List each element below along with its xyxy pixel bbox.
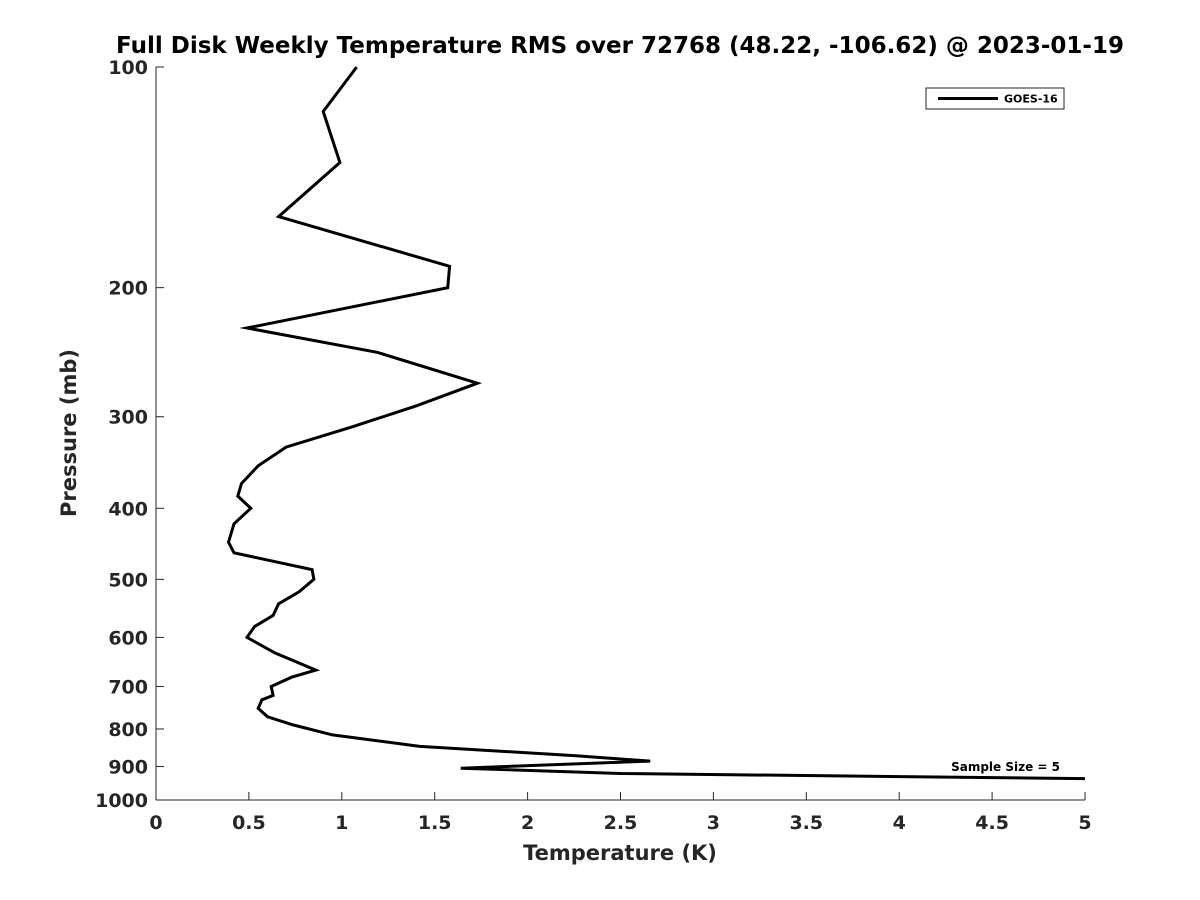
legend-label-goes-16: GOES-16 [1004,93,1058,106]
y-tick-label: 1000 [95,790,148,812]
x-axis-ticks: 0 0.5 1 1.5 2 2.5 3 3.5 4 4.5 5 [149,792,1092,834]
x-tick-label: 1 [335,812,348,834]
chart-title: Full Disk Weekly Temperature RMS over 72… [116,33,1124,59]
y-tick-label: 800 [108,719,148,741]
y-tick-label: 900 [108,756,148,778]
y-tick-label: 500 [108,569,148,591]
series-line-goes-16 [226,66,1086,781]
x-tick-label: 2.5 [604,812,638,834]
x-tick-label: 4 [893,812,906,834]
y-axis-ticks: 100 200 300 400 500 600 700 800 900 1000 [95,57,164,812]
x-tick-label: 3 [707,812,720,834]
x-tick-label: 0 [149,812,162,834]
y-tick-label: 200 [108,278,148,300]
series-layer [226,66,1086,781]
sample-size-annotation: Sample Size = 5 [951,760,1060,774]
x-tick-label: 1.5 [418,812,452,834]
x-tick-label: 0.5 [232,812,266,834]
legend: GOES-16 [925,87,1065,110]
y-axis-label: Pressure (mb) [57,349,81,517]
x-tick-label: 4.5 [975,812,1009,834]
x-tick-label: 5 [1078,812,1091,834]
x-tick-label: 2 [521,812,534,834]
x-axis-label: Temperature (K) [523,841,717,865]
x-tick-label: 3.5 [789,812,823,834]
y-tick-label: 700 [108,676,148,698]
y-tick-label: 600 [108,627,148,649]
y-tick-label: 300 [108,407,148,429]
y-tick-label: 400 [108,498,148,520]
y-tick-label: 100 [108,57,148,79]
